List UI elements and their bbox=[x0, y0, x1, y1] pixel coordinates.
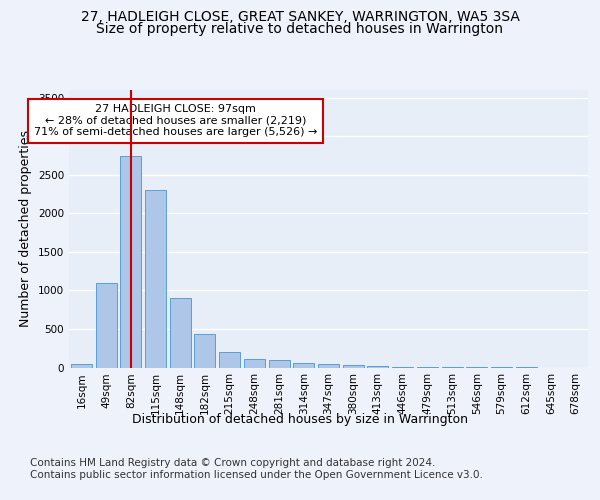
Bar bbox=[170, 298, 191, 368]
Bar bbox=[293, 363, 314, 368]
Text: 27 HADLEIGH CLOSE: 97sqm
← 28% of detached houses are smaller (2,219)
71% of sem: 27 HADLEIGH CLOSE: 97sqm ← 28% of detach… bbox=[34, 104, 317, 138]
Bar bbox=[71, 364, 92, 368]
Bar bbox=[269, 360, 290, 368]
Bar bbox=[120, 156, 141, 368]
Bar bbox=[343, 365, 364, 368]
Text: Size of property relative to detached houses in Warrington: Size of property relative to detached ho… bbox=[97, 22, 503, 36]
Bar bbox=[219, 352, 240, 368]
Bar bbox=[318, 364, 339, 368]
Bar bbox=[367, 366, 388, 368]
Bar bbox=[95, 282, 116, 368]
Y-axis label: Number of detached properties: Number of detached properties bbox=[19, 130, 32, 327]
Text: Contains HM Land Registry data © Crown copyright and database right 2024.: Contains HM Land Registry data © Crown c… bbox=[30, 458, 436, 468]
Bar bbox=[244, 358, 265, 368]
Bar bbox=[194, 334, 215, 368]
Text: Distribution of detached houses by size in Warrington: Distribution of detached houses by size … bbox=[132, 412, 468, 426]
Text: 27, HADLEIGH CLOSE, GREAT SANKEY, WARRINGTON, WA5 3SA: 27, HADLEIGH CLOSE, GREAT SANKEY, WARRIN… bbox=[80, 10, 520, 24]
Bar bbox=[392, 366, 413, 368]
Text: Contains public sector information licensed under the Open Government Licence v3: Contains public sector information licen… bbox=[30, 470, 483, 480]
Bar bbox=[145, 190, 166, 368]
